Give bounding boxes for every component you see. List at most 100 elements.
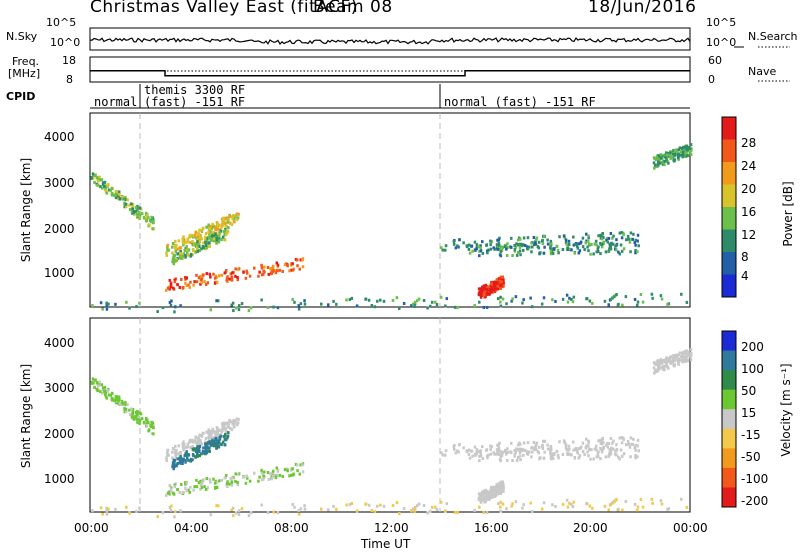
xtick-3: 12:00 bbox=[374, 521, 409, 535]
velocity-cell-arc_upper bbox=[210, 432, 213, 436]
velocity-cell-late_far bbox=[679, 355, 683, 359]
power-cell-afternoon_band_1 bbox=[599, 233, 603, 237]
cpid-segment-1: normal bbox=[94, 95, 138, 109]
power-cell-early_band bbox=[128, 203, 131, 207]
power-cell-early_band bbox=[120, 195, 124, 199]
velocity-cell-early_band bbox=[92, 379, 95, 383]
power-cell-near_ground bbox=[511, 297, 514, 301]
power-cell-late_far bbox=[652, 161, 656, 165]
velocity-cell-afternoon_band_2 bbox=[600, 450, 604, 454]
power-cell-arc_inner bbox=[179, 249, 182, 253]
power-cell-arc_inner bbox=[194, 250, 197, 254]
power-cell-spot_16h bbox=[490, 286, 494, 290]
velocity-cell-afternoon_band_1 bbox=[585, 444, 588, 448]
power-cell-near_ground bbox=[297, 307, 301, 311]
velocity-cell-late_far bbox=[685, 349, 689, 353]
power-cell-spot_16h bbox=[493, 284, 497, 288]
power-cell-blob_main bbox=[165, 288, 168, 292]
power-cell-afternoon_band_2 bbox=[468, 251, 472, 255]
power-cell-blob_main bbox=[208, 272, 212, 276]
power-cell-near_ground bbox=[135, 305, 138, 309]
power-cell-afternoon_band_2 bbox=[477, 245, 480, 249]
power-cell-arc_upper bbox=[231, 217, 234, 221]
velocity-cell-early_band bbox=[117, 395, 121, 399]
power-cell-afternoon_band_1 bbox=[605, 238, 608, 242]
power-cell-near_ground bbox=[426, 306, 429, 310]
velocity-cbar-label: Velocity [m s⁻¹] bbox=[779, 363, 793, 457]
velocity-ytick-1000: 1000 bbox=[44, 472, 75, 486]
power-cell-spot_16h bbox=[494, 288, 498, 292]
velocity-cell-blob_main bbox=[266, 470, 270, 474]
power-cell-blob_main bbox=[262, 269, 265, 273]
power-cell-afternoon_band_1 bbox=[587, 242, 591, 246]
velocity-cell-early_band bbox=[117, 399, 120, 403]
velocity-cell-arc_upper bbox=[198, 433, 201, 437]
power-cell-near_ground bbox=[303, 299, 306, 303]
power-cell-afternoon_band_1 bbox=[533, 241, 537, 245]
power-cell-arc_upper bbox=[212, 224, 216, 228]
power-cell-afternoon_band_1 bbox=[535, 238, 538, 242]
xtick-0: 00:00 bbox=[74, 521, 109, 535]
power-cell-arc_upper bbox=[191, 240, 194, 244]
velocity-cell-spot_16h bbox=[482, 491, 486, 495]
velocity-cell-afternoon_band_1 bbox=[558, 440, 561, 444]
velocity-cell-afternoon_band_2 bbox=[577, 456, 581, 460]
velocity-cell-blob_main bbox=[234, 472, 237, 476]
velocity-cell-spot_16h bbox=[481, 490, 484, 494]
velocity-ytick-3000: 3000 bbox=[44, 381, 75, 395]
velocity-cell-afternoon_band_1 bbox=[543, 439, 546, 443]
velocity-cell-afternoon_band_2 bbox=[592, 457, 595, 461]
power-cell-arc_inner bbox=[226, 231, 229, 235]
power-cell-arc_upper bbox=[193, 234, 197, 238]
power-cell-near_ground bbox=[373, 305, 377, 309]
velocity-cell-arc_upper bbox=[199, 438, 202, 442]
power-cell-early_band bbox=[136, 212, 140, 216]
power-cell-near_ground bbox=[529, 296, 532, 300]
velocity-cell-spot_16h bbox=[492, 487, 495, 491]
velocity-cell-arc_upper bbox=[204, 440, 207, 444]
power-cell-spot_16h bbox=[480, 293, 483, 297]
power-cell-blob_main bbox=[183, 276, 187, 280]
power-cell-afternoon_band_2 bbox=[557, 251, 560, 255]
power-cell-afternoon_band_2 bbox=[479, 246, 482, 250]
velocity-cell-arc_upper bbox=[211, 430, 214, 434]
velocity-cell-near_ground bbox=[540, 507, 544, 511]
velocity-cell-near_ground bbox=[585, 502, 588, 506]
velocity-cell-arc_inner bbox=[205, 442, 208, 446]
power-cell-blob_main bbox=[168, 285, 171, 289]
power-cell-arc_upper bbox=[209, 224, 212, 228]
velocity-cell-arc_inner bbox=[184, 460, 187, 464]
velocity-cell-arc_upper bbox=[211, 427, 214, 431]
velocity-ytick-2000: 2000 bbox=[44, 427, 75, 441]
velocity-cell-afternoon_band_2 bbox=[576, 451, 580, 455]
power-cell-near_ground bbox=[348, 298, 352, 302]
power-cell-blob_main bbox=[181, 286, 185, 290]
velocity-cell-blob_main bbox=[223, 476, 227, 480]
velocity-cell-blob_main bbox=[248, 479, 252, 483]
power-cell-afternoon_band_2 bbox=[596, 247, 600, 251]
velocity-cell-arc_upper bbox=[199, 441, 202, 445]
velocity-cell-late_far bbox=[687, 350, 690, 354]
velocity-cell-spot_16h bbox=[496, 491, 499, 495]
velocity-cell-early_band bbox=[130, 407, 133, 411]
power-cell-late_far bbox=[653, 165, 657, 169]
power-cell-blob_main bbox=[206, 281, 209, 285]
velocity-cell-late_far bbox=[671, 357, 675, 361]
power-cell-afternoon_band_1 bbox=[585, 232, 588, 236]
velocity-cell-near_ground bbox=[355, 509, 359, 513]
power-cell-blob_main bbox=[184, 277, 187, 281]
power-cell-near_ground bbox=[335, 302, 338, 306]
velocity-cell-spot_16h bbox=[498, 491, 501, 495]
velocity-cell-near_ground bbox=[237, 513, 241, 517]
velocity-cell-near_ground bbox=[501, 502, 505, 506]
velocity-cell-afternoon_band_2 bbox=[567, 447, 571, 451]
power-cell-spot_16h bbox=[488, 288, 492, 292]
velocity-cell-blob_main bbox=[275, 466, 278, 470]
velocity-cell-afternoon_band_1 bbox=[631, 442, 635, 446]
velocity-cell-near_ground bbox=[680, 497, 683, 501]
power-cell-blob_main bbox=[299, 258, 302, 262]
power-cell-arc_upper bbox=[224, 222, 227, 226]
velocity-cell-early_band bbox=[132, 417, 136, 421]
velocity-cell-near_ground bbox=[496, 502, 500, 506]
power-cell-afternoon_band_1 bbox=[627, 237, 630, 241]
